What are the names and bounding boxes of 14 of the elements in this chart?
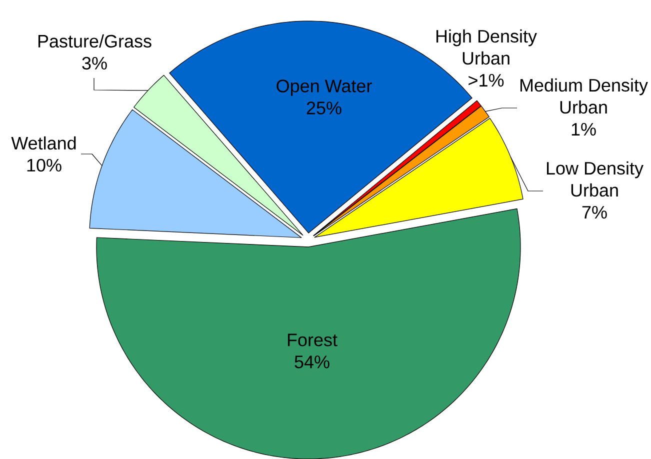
data-label: >1% bbox=[468, 74, 504, 87]
data-label: 7% bbox=[582, 206, 607, 219]
slice-label: Low Density Urban bbox=[546, 161, 644, 197]
data-label: 1% bbox=[572, 122, 596, 136]
slice-label: Medium Density Urban bbox=[520, 78, 648, 114]
data-label: 54% bbox=[294, 356, 330, 368]
slice-label: Forest bbox=[288, 334, 338, 346]
slice-label: Open Water bbox=[276, 80, 372, 96]
data-label: 10% bbox=[27, 158, 62, 172]
slice-label: Wetland bbox=[11, 136, 76, 150]
slice-label: Pasture/Grass bbox=[38, 34, 152, 48]
slice-label: High Density Urban bbox=[436, 29, 537, 65]
data-label: 3% bbox=[82, 56, 107, 70]
data-label: 25% bbox=[306, 102, 342, 114]
